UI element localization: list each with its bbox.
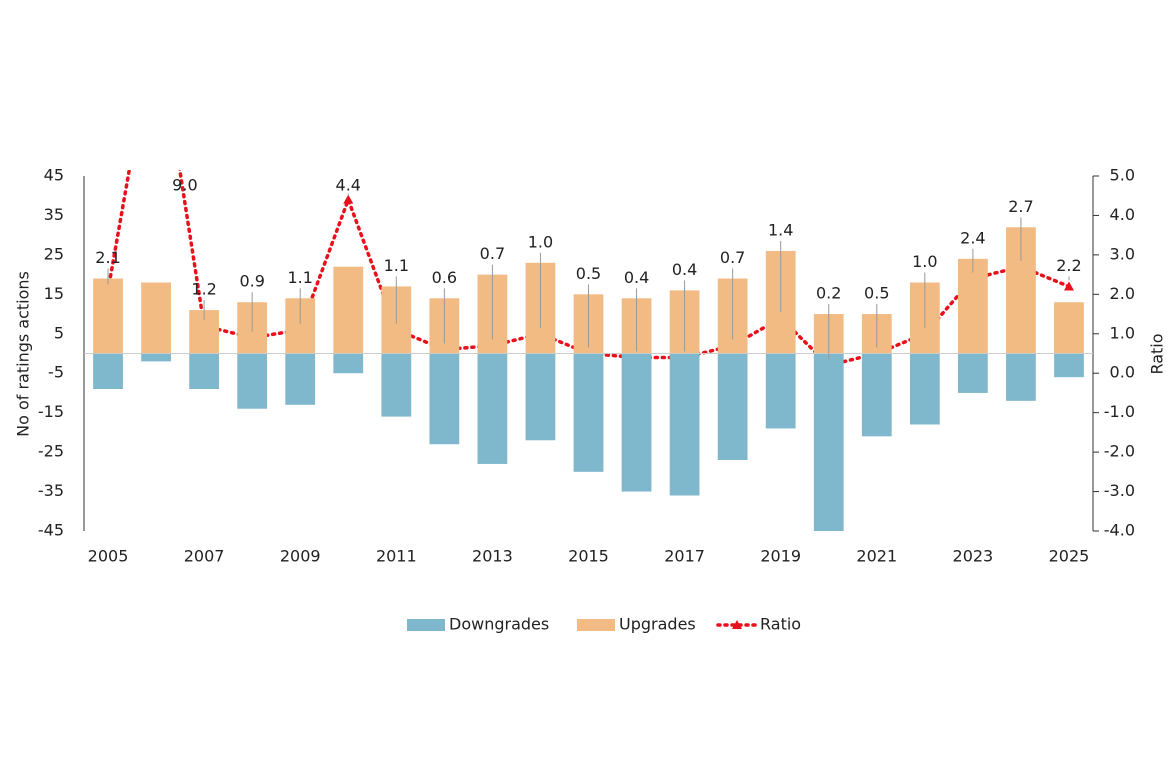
bar [189,353,220,389]
data-label: 2.1 [95,248,120,267]
bar [93,278,123,354]
ratio-marker [343,194,354,204]
legend-marker [732,620,742,629]
y-tick-label: 35 [44,205,64,224]
bar [1054,353,1084,378]
legend-swatch [577,619,615,631]
data-label: 0.2 [816,284,841,303]
y-tick-label: 15 [44,284,64,303]
data-label: 9.0 [172,176,197,195]
bar [285,353,316,405]
data-label: 0.4 [624,268,649,287]
x-tick-label: 2011 [376,547,417,566]
y2-axis-label: Ratio [1148,333,1167,374]
data-label: 4.4 [336,176,361,195]
y2-tick-label: 1.0 [1110,323,1135,342]
bar [957,353,988,393]
y2-tick-label: 2.0 [1110,284,1135,303]
bar [813,353,844,531]
y2-tick-label: -4.0 [1104,521,1135,540]
data-label: 1.1 [384,256,409,275]
legend-label: Upgrades [619,615,696,634]
y-tick-label: -35 [38,481,64,500]
x-tick-label: 2013 [472,547,513,566]
x-tick-label: 2019 [760,547,801,566]
x-tick-label: 2005 [88,547,129,566]
y2-tick-label: -2.0 [1104,442,1135,461]
data-label: 2.7 [1008,197,1033,216]
y-tick-label: 45 [44,166,64,185]
bar [621,353,652,492]
data-label: 0.9 [239,272,264,291]
data-label: 0.7 [480,244,505,263]
y-tick-label: 5 [54,323,64,342]
data-label: 2.2 [1056,256,1081,275]
x-tick-label: 2021 [856,547,897,566]
bar [573,353,604,472]
y2-tick-label: -3.0 [1104,481,1135,500]
data-label: 0.4 [672,260,697,279]
data-label: 1.0 [912,252,937,271]
y2-tick-label: 4.0 [1110,205,1135,224]
bar [957,258,988,354]
bar [93,353,123,389]
bar [333,353,364,374]
legend-label: Downgrades [449,615,549,634]
data-label: 0.7 [720,248,745,267]
y-tick-label: -15 [38,402,64,421]
y-axis-label: No of ratings actions [14,271,33,437]
bar [477,353,508,464]
bar [861,353,892,437]
x-tick-label: 2007 [184,547,225,566]
bar [1054,302,1084,354]
bar [333,266,364,354]
y2-tick-label: -1.0 [1104,402,1135,421]
y2-tick-label: 3.0 [1110,244,1135,263]
x-tick-label: 2009 [280,547,321,566]
data-label: 1.4 [768,220,793,239]
data-label: 1.0 [528,232,553,251]
ratio-marker [1063,281,1074,291]
bar [909,353,940,425]
bar [717,353,748,460]
y-tick-label: -45 [38,521,64,540]
data-label: 0.5 [864,284,889,303]
bar [765,353,796,429]
bar [237,353,268,409]
data-label: 0.5 [576,264,601,283]
data-label: 2.4 [960,228,985,247]
bar [381,353,412,417]
y-tick-label: 25 [44,244,64,263]
data-label: 1.1 [287,268,312,287]
x-tick-label: 2023 [953,547,994,566]
data-label: 0.6 [432,268,457,287]
bar [141,282,171,354]
legend-label: Ratio [760,615,801,634]
bar [669,353,700,496]
y-tick-label: -5 [48,363,64,382]
y2-tick-label: 5.0 [1110,166,1135,185]
bar [141,353,171,362]
bar [1006,353,1036,401]
x-tick-label: 2017 [664,547,705,566]
bar [429,353,460,445]
legend-swatch [407,619,445,631]
x-tick-label: 2025 [1049,547,1090,566]
y-tick-label: -25 [38,442,64,461]
y2-tick-label: 0.0 [1110,363,1135,382]
bar [525,353,556,441]
data-label: 1.2 [191,280,216,299]
x-tick-label: 2015 [568,547,609,566]
ratio-marker [151,13,161,22]
